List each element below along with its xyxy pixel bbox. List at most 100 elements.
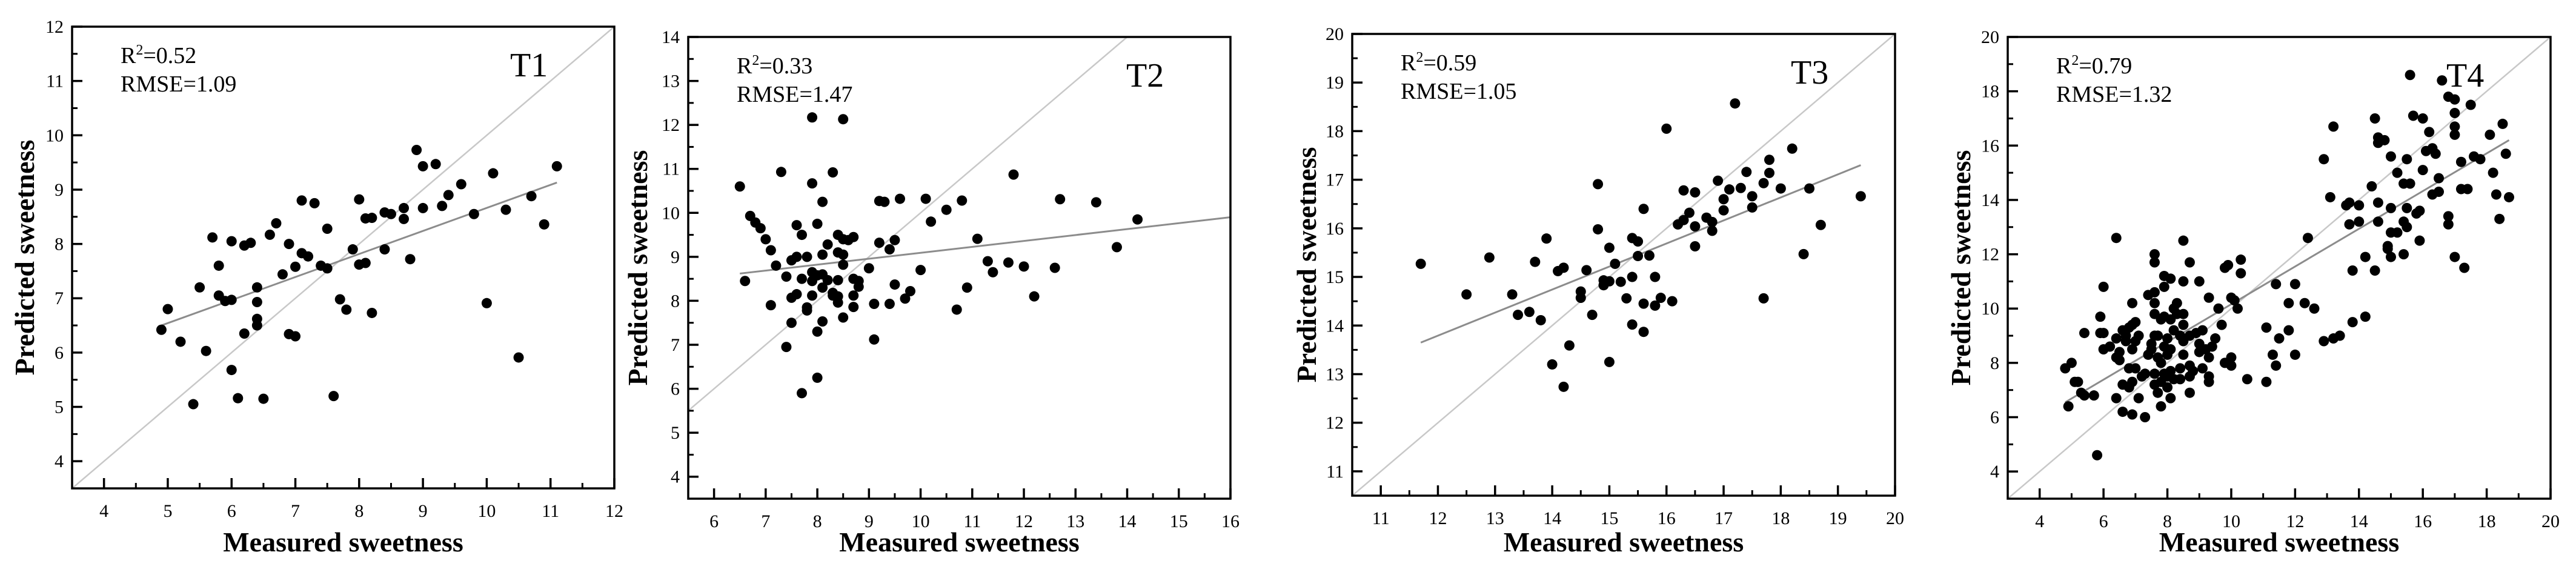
- data-point: [226, 365, 237, 376]
- data-point: [1008, 169, 1019, 180]
- data-point: [2171, 298, 2182, 308]
- data-point: [2405, 70, 2415, 81]
- data-point: [2491, 189, 2501, 200]
- data-point: [2156, 358, 2166, 368]
- data-point: [2344, 219, 2355, 230]
- data-point: [2184, 387, 2195, 398]
- data-point: [988, 267, 998, 278]
- data-point: [334, 294, 345, 305]
- x-tick-label: 16: [2414, 511, 2432, 531]
- data-point: [2120, 330, 2131, 341]
- data-point: [2488, 167, 2498, 178]
- data-point: [889, 279, 900, 290]
- data-point: [2459, 262, 2470, 273]
- x-tick-label: 4: [2035, 511, 2044, 531]
- y-tick-label: 8: [55, 234, 64, 254]
- data-point: [207, 232, 218, 243]
- data-point: [251, 282, 262, 293]
- panel-t1: 4 5 6 7 8 9 10 11 12 4 5 6 7 8 9 10 11 12 Measured sweetne…: [9, 17, 623, 557]
- data-point: [2347, 265, 2358, 276]
- data-point: [2366, 181, 2377, 192]
- data-point: [2197, 363, 2208, 374]
- data-point: [2079, 390, 2090, 401]
- data-point: [411, 144, 422, 155]
- data-point: [360, 258, 371, 268]
- data-point: [2289, 279, 2300, 290]
- data-point: [1111, 242, 1122, 253]
- data-point: [2095, 311, 2106, 322]
- data-point: [1535, 314, 1546, 325]
- r-squared-r: R: [2056, 53, 2072, 79]
- data-point: [2229, 295, 2240, 306]
- data-point: [2283, 325, 2294, 336]
- data-point: [309, 198, 320, 208]
- x-tick-label: 14: [1543, 508, 1561, 528]
- data-point: [941, 204, 952, 215]
- data-point: [245, 238, 256, 248]
- data-point: [2319, 336, 2329, 347]
- data-point: [2063, 401, 2074, 412]
- y-tick-label: 7: [671, 335, 680, 355]
- plot-frame: [2007, 36, 2552, 500]
- data-point: [405, 254, 416, 265]
- data-point: [2402, 202, 2412, 213]
- data-point: [2130, 317, 2141, 328]
- panel-t2: 6 7 8 9 10 11 12 13 14 15 16 4 5 6 7 8 9 10 11 12 13 14 Measur…: [622, 27, 1240, 557]
- rmse-label: RMSE=1.32: [2056, 82, 2172, 107]
- data-point: [1655, 293, 1666, 304]
- x-tick-label: 10: [477, 501, 496, 521]
- data-point: [2127, 376, 2138, 387]
- plot-frame: [1351, 33, 1896, 497]
- x-tick-label: 20: [2541, 511, 2560, 531]
- data-point: [2223, 260, 2234, 271]
- data-point: [838, 259, 849, 270]
- data-point: [2203, 376, 2214, 387]
- data-point: [2165, 365, 2176, 376]
- data-point: [1633, 251, 1644, 262]
- data-point: [791, 220, 802, 231]
- data-point: [2203, 352, 2214, 363]
- data-point: [399, 213, 410, 224]
- data-point: [1707, 216, 1718, 227]
- data-point: [2162, 382, 2173, 393]
- data-point: [539, 219, 549, 230]
- data-point: [2494, 213, 2505, 224]
- y-tick-label: 5: [671, 423, 680, 443]
- data-point: [2242, 374, 2252, 385]
- x-tick-label: 15: [1170, 511, 1188, 531]
- y-tick-label: 7: [55, 288, 64, 308]
- y-axis-title: Predicted sweetness: [9, 140, 40, 376]
- x-tick-label: 9: [865, 511, 874, 531]
- plot-frame: [687, 36, 1232, 500]
- data-point: [2319, 154, 2329, 165]
- x-tick-label: 9: [419, 501, 428, 521]
- data-point: [1564, 340, 1575, 351]
- data-point: [226, 236, 237, 247]
- data-point: [2369, 113, 2380, 124]
- data-point: [1055, 194, 1066, 205]
- data-point: [2267, 349, 2278, 360]
- data-point: [2398, 249, 2409, 260]
- data-point: [2414, 205, 2425, 216]
- data-point: [2372, 216, 2383, 227]
- data-point: [2449, 94, 2460, 105]
- data-point: [443, 190, 454, 201]
- data-point: [2073, 376, 2083, 387]
- x-tick-label: 16: [1221, 511, 1240, 531]
- data-point: [2309, 303, 2320, 314]
- data-point: [156, 324, 167, 335]
- data-point: [791, 251, 802, 262]
- r-squared-value: =0.52: [143, 43, 196, 68]
- identity-line: [72, 27, 614, 488]
- y-tick-label: 18: [1981, 82, 1999, 102]
- data-point: [812, 326, 823, 337]
- data-point: [765, 300, 776, 311]
- y-tick-label: 13: [1326, 364, 1344, 384]
- data-point: [848, 231, 859, 242]
- data-point: [2156, 401, 2166, 412]
- data-point: [1615, 276, 1626, 287]
- data-point: [1513, 310, 1524, 321]
- data-point: [251, 320, 262, 331]
- x-tick-label: 11: [1372, 508, 1390, 528]
- data-point: [2328, 121, 2339, 132]
